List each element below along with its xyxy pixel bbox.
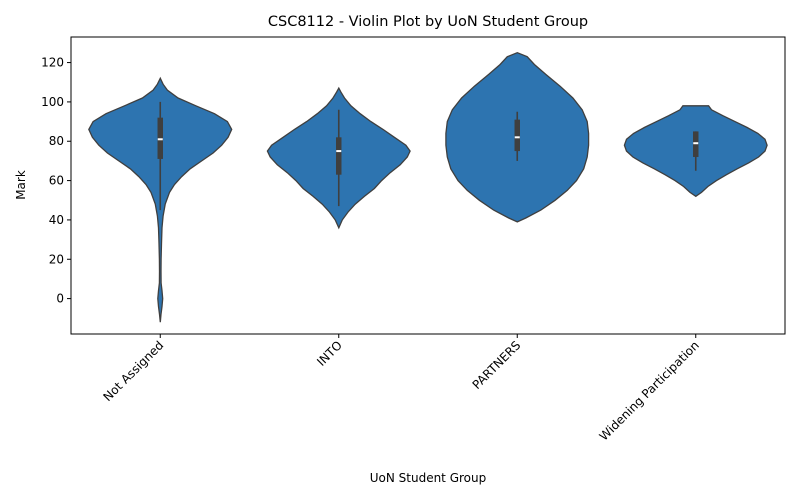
violin-group [88,76,233,323]
x-axis-label: UoN Student Group [370,471,487,485]
y-tick-label: 40 [49,213,64,227]
y-axis: 0 20 40 60 80 100 120 [41,56,71,306]
x-tick-label: PARTNERS [470,338,524,392]
violin-group [266,86,411,230]
y-tick-label: 80 [49,134,64,148]
y-tick-label: 120 [41,56,64,70]
x-tick-label: Not Assigned [101,338,167,404]
violin-median [514,136,520,139]
y-tick-label: 20 [49,252,64,266]
axes-frame [70,36,786,335]
y-axis-label: Mark [14,170,28,200]
violin-group [623,105,768,198]
chart-title: CSC8112 - Violin Plot by UoN Student Gro… [268,14,588,30]
violin-median [336,150,342,153]
violin-median [693,142,699,145]
y-tick-label: 100 [41,95,64,109]
x-axis: Not Assigned INTO PARTNERS Widening Partici… [101,334,702,443]
violin-median [157,138,163,141]
violin-group [445,51,590,223]
x-tick-label: INTO [314,338,345,369]
plot-area [88,51,768,323]
y-tick-label: 0 [56,292,64,306]
y-tick-label: 60 [49,174,64,188]
x-tick-label: Widening Participation [597,338,702,443]
